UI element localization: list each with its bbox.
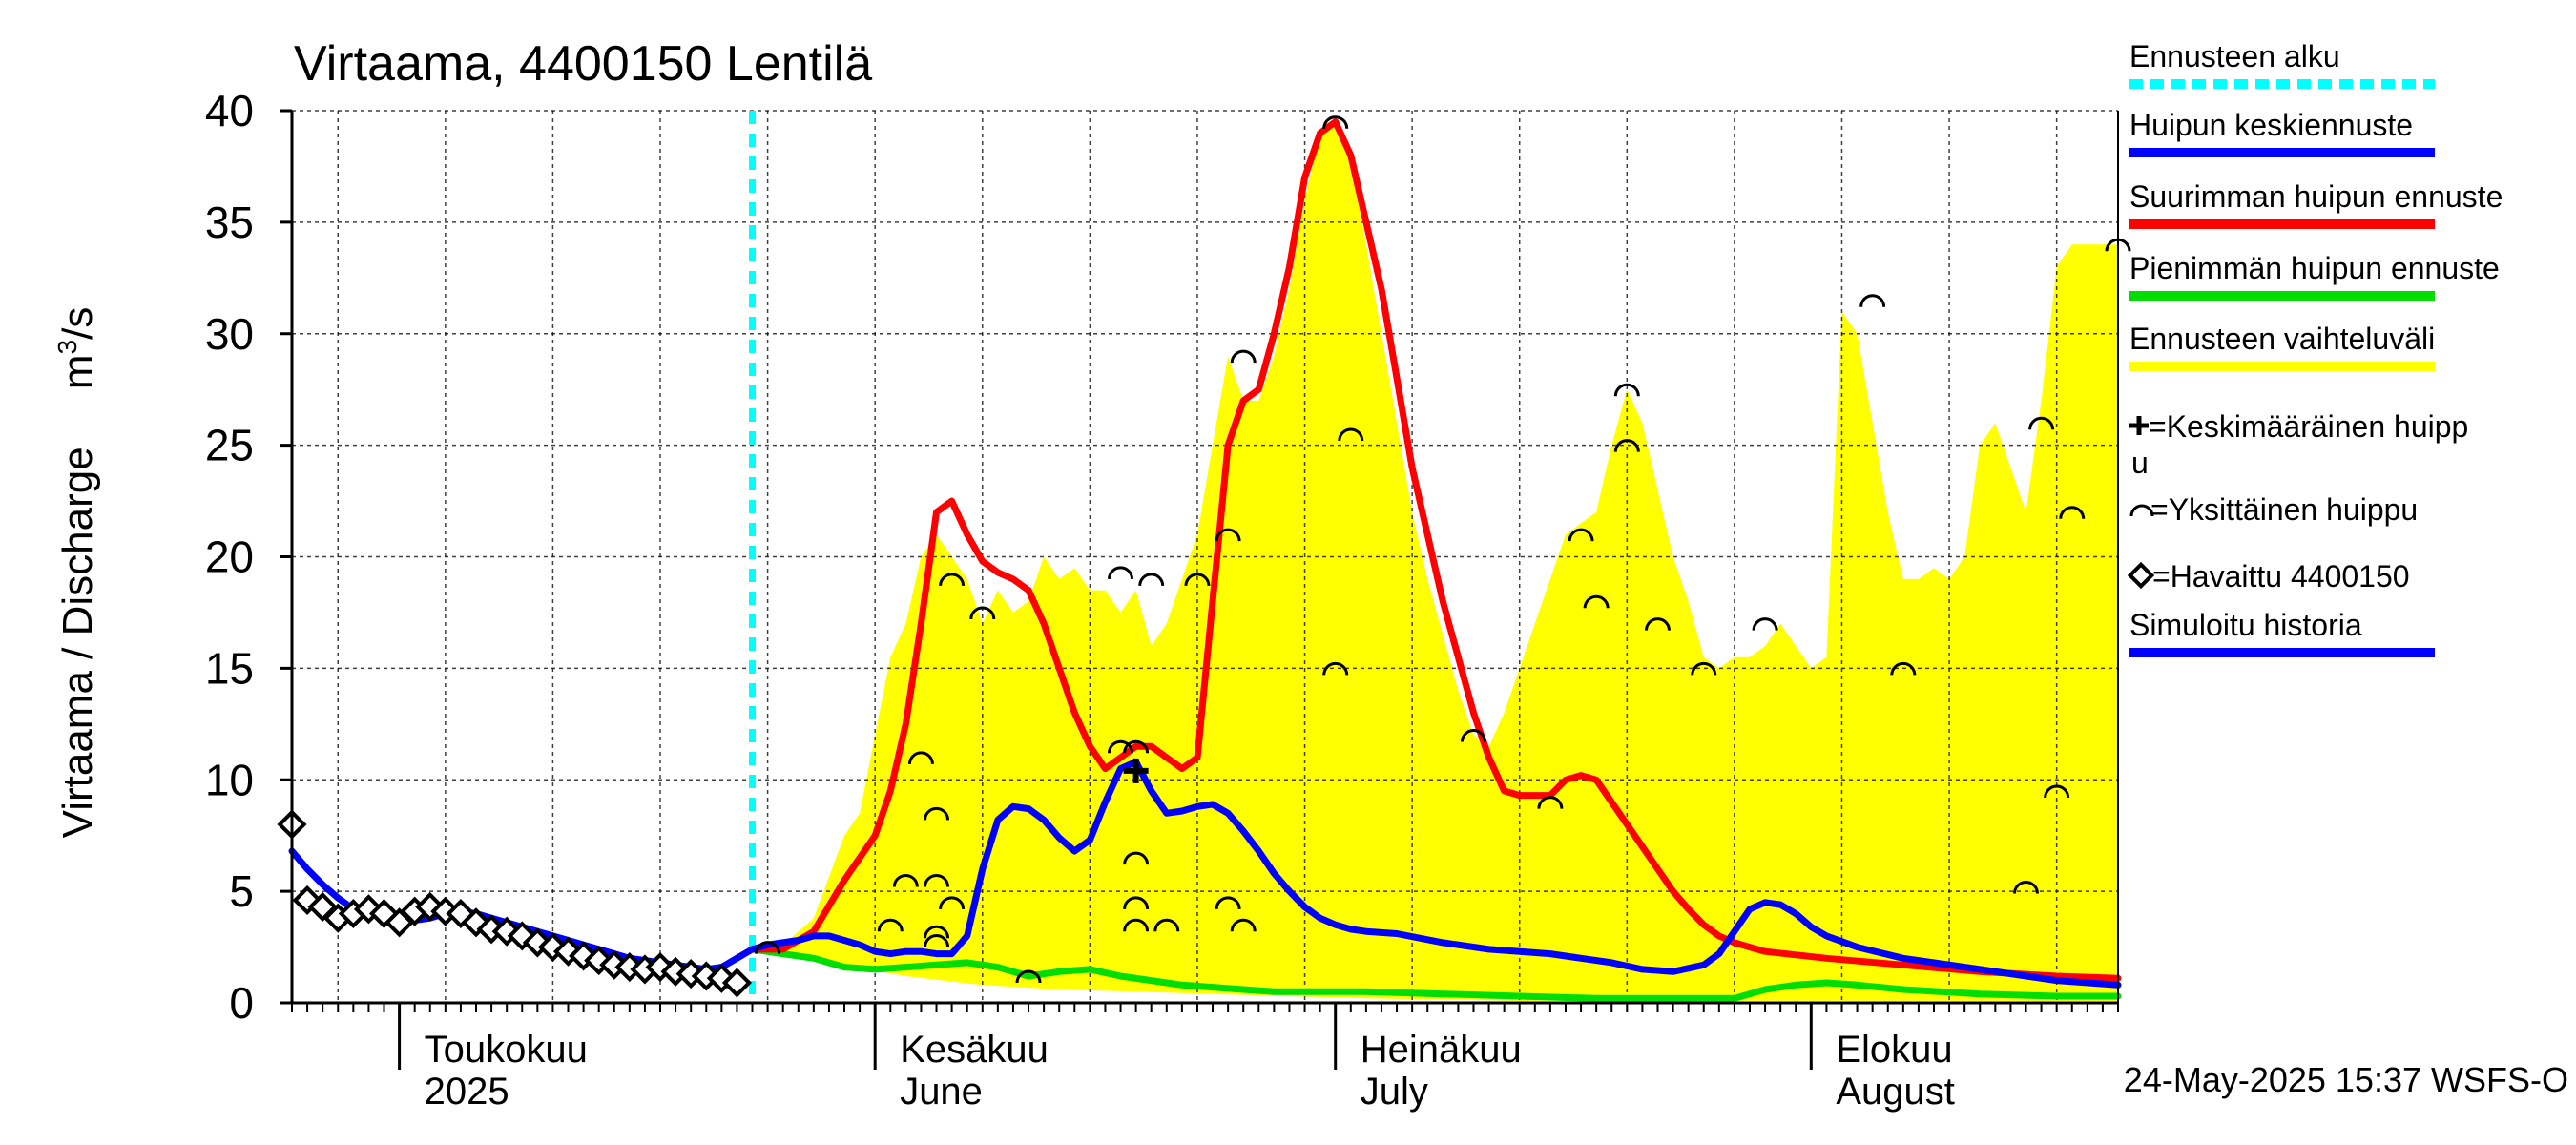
y-axis-label: Virtaama / Discharge m3/s — [52, 307, 101, 839]
mean-peak-marker — [1123, 758, 1149, 783]
single-peak-marker — [1568, 528, 1594, 542]
single-peak-marker — [1230, 918, 1257, 932]
x-month-label-en: August — [1836, 1071, 1955, 1113]
axes: 0510152025303540Toukokuu2025KesäkuuJuneH… — [205, 86, 2119, 1113]
x-month-label-fi: Heinäkuu — [1361, 1029, 1522, 1071]
legend-label: =Yksittäinen huippu — [2150, 492, 2418, 527]
y-axis-unit-sup: 3 — [52, 340, 82, 355]
single-peak-marker — [1322, 661, 1349, 676]
y-axis-label-text: Virtaama / Discharge — [54, 447, 101, 838]
y-tick-label: 5 — [229, 866, 254, 916]
single-peak-marker — [1215, 896, 1241, 909]
legend-label: Huipun keskiennuste — [2129, 108, 2413, 142]
forecast-range-area — [752, 121, 2118, 1001]
single-peak-marker — [1138, 572, 1165, 587]
single-peak-marker — [1123, 896, 1150, 909]
single-peak-marker — [1184, 572, 1211, 587]
single-peak-marker — [1015, 969, 1042, 984]
legend-label: Suurimman huipun ennuste — [2129, 179, 2503, 214]
single-peak-marker — [877, 918, 904, 932]
series-suurimman-huipun-ennuste — [749, 118, 2122, 982]
y-tick-label: 15 — [205, 643, 254, 693]
footer-timestamp: 24-May-2025 15:37 WSFS-O — [2124, 1060, 2568, 1099]
single-peak-marker — [1108, 739, 1134, 754]
single-peak-marker — [1108, 566, 1134, 579]
grid — [292, 110, 2118, 1003]
chart-title: Virtaama, 4400150 Lentilä — [294, 36, 872, 92]
legend-label: Ennusteen alku — [2129, 39, 2340, 73]
legend-label-cont: u — [2131, 446, 2149, 480]
x-month-label-en: June — [900, 1071, 983, 1113]
single-peak-marker — [1215, 528, 1241, 542]
single-peak-marker — [939, 896, 966, 909]
single-peak-marker — [2013, 880, 2039, 894]
single-peak-marker — [1613, 439, 1640, 452]
series-pienimm-n-huipun-ennuste — [749, 946, 2122, 1002]
single-peak-marker — [1859, 294, 1886, 307]
x-month-label-en: July — [1361, 1071, 1428, 1113]
single-peak-marker — [939, 572, 966, 587]
y-tick-label: 30 — [205, 309, 254, 359]
observed-point — [721, 968, 752, 998]
single-peak-marker — [924, 934, 950, 947]
single-peak-marker — [1123, 851, 1150, 865]
legend-label: Ennusteen vaihteluväli — [2129, 322, 2435, 356]
single-peak-marker — [1752, 617, 1778, 631]
y-tick-label: 10 — [205, 755, 254, 804]
single-peak-marker — [2044, 784, 2070, 799]
y-tick-label: 25 — [205, 421, 254, 470]
single-peak-marker — [1460, 729, 1486, 742]
single-peak-marker — [924, 873, 950, 887]
single-peak-marker — [1153, 918, 1180, 932]
legend-label: =Havaittu 4400150 — [2152, 559, 2410, 593]
legend: Ennusteen alku Huipun keskiennuste Suurimm… — [2127, 39, 2503, 657]
y-tick-label: 35 — [205, 198, 254, 247]
y-tick-label: 20 — [205, 532, 254, 582]
single-peak-marker — [1691, 661, 1717, 676]
x-month-label-fi: Elokuu — [1836, 1029, 1952, 1071]
single-peak-marker — [755, 941, 781, 954]
single-peak-marker — [1613, 383, 1640, 397]
single-peak-marker — [2028, 416, 2055, 430]
single-peak-marker — [1230, 349, 1257, 364]
y-axis-unit: m — [54, 354, 101, 389]
single-peak-marker — [1338, 427, 1364, 442]
single-peak-marker — [1322, 115, 1349, 129]
x-month-label-fi: Kesäkuu — [900, 1029, 1049, 1071]
y-tick-label: 0 — [229, 978, 254, 1028]
single-peak-marker — [924, 806, 950, 821]
single-peak-marker — [1644, 617, 1671, 631]
single-peak-marker — [969, 606, 996, 620]
single-peak-marker — [1583, 594, 1610, 609]
single-peak-marker — [892, 873, 919, 887]
single-peak-marker — [1890, 661, 1917, 676]
x-month-label-fi: Toukokuu — [425, 1029, 588, 1071]
legend-plus-marker — [2129, 416, 2149, 435]
legend-arc-marker — [2129, 504, 2154, 517]
single-peak-marker — [1123, 918, 1150, 932]
single-peak-marker — [907, 751, 934, 765]
y-axis-unit-tail: /s — [54, 307, 101, 340]
series-huipun-keskiennuste — [749, 759, 2122, 989]
y-tick-label: 40 — [205, 86, 254, 135]
legend-label: =Keskimääräinen huipp — [2149, 409, 2468, 444]
single-peak-marker — [2059, 506, 2086, 519]
x-month-label-en: 2025 — [425, 1071, 509, 1113]
forecast-range-band — [752, 121, 2118, 1001]
single-peak-marker — [924, 925, 950, 939]
single-peak-marker — [1537, 796, 1564, 809]
legend-label: Simuloitu historia — [2129, 608, 2362, 642]
single-peak-marker — [1123, 739, 1150, 754]
legend-diamond-marker — [2127, 561, 2155, 590]
legend-label: Pienimmän huipun ennuste — [2129, 251, 2500, 285]
